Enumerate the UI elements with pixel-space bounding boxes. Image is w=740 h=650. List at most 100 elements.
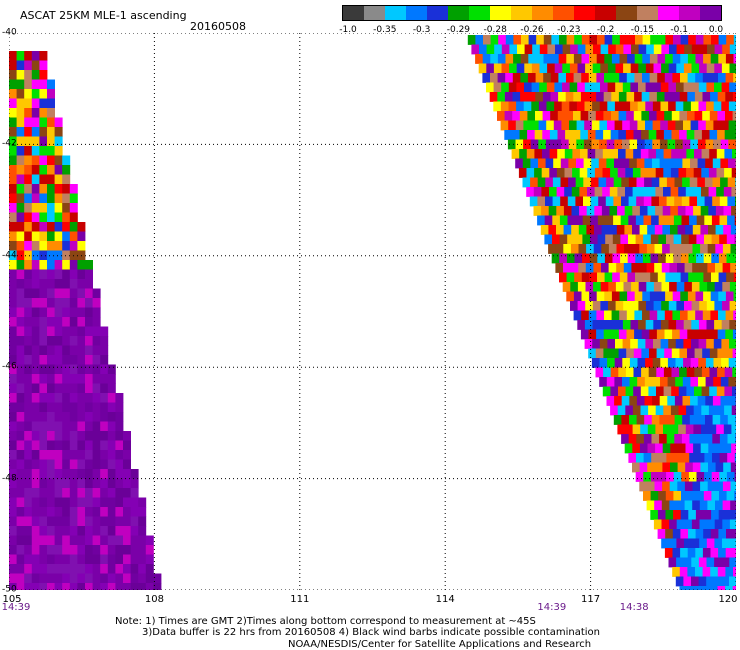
swath-cell bbox=[24, 336, 33, 346]
swath-cell bbox=[85, 345, 93, 356]
swath-cell bbox=[719, 453, 728, 463]
swath-cell bbox=[646, 481, 655, 492]
swath-cell bbox=[660, 377, 668, 387]
swath-cell bbox=[611, 73, 620, 83]
swath-cell bbox=[47, 203, 55, 213]
swath-cell bbox=[123, 478, 131, 489]
swath-cell bbox=[680, 529, 689, 539]
swath-cell bbox=[652, 377, 661, 387]
swath-cell bbox=[716, 386, 725, 397]
swath-cell bbox=[707, 263, 716, 273]
swath-cell bbox=[615, 301, 624, 311]
swath-cell bbox=[691, 557, 700, 568]
swath-cell bbox=[648, 130, 657, 140]
swath-cell bbox=[85, 374, 93, 384]
swath-cell bbox=[669, 244, 678, 254]
swath-cell bbox=[599, 339, 608, 349]
swath-cell bbox=[722, 282, 731, 292]
swath-cell bbox=[658, 215, 667, 226]
swath-cell bbox=[654, 244, 663, 254]
colorbar-swatch bbox=[427, 6, 448, 20]
swath-cell bbox=[39, 250, 48, 261]
swath-cell bbox=[541, 187, 550, 197]
swath-cell bbox=[728, 377, 736, 387]
swath-cell bbox=[644, 377, 653, 387]
swath-cell bbox=[612, 272, 621, 283]
swath-cell bbox=[16, 317, 25, 327]
swath-cell bbox=[31, 51, 40, 61]
swath-cell bbox=[606, 396, 615, 406]
swath-cell bbox=[69, 393, 78, 403]
swath-cell bbox=[692, 263, 701, 273]
swath-cell bbox=[520, 92, 529, 102]
swath-cell bbox=[638, 320, 647, 330]
swath-cell bbox=[31, 545, 40, 555]
swath-cell bbox=[682, 139, 691, 150]
swath-cell bbox=[24, 212, 33, 223]
swath-cell bbox=[100, 459, 109, 470]
swath-cell bbox=[515, 120, 524, 131]
swath-cell bbox=[24, 488, 33, 498]
swath-cell bbox=[519, 111, 528, 121]
swath-cell bbox=[714, 301, 723, 311]
swath-cell bbox=[24, 469, 33, 479]
swath-cell bbox=[719, 196, 728, 207]
swath-cell bbox=[600, 44, 609, 55]
swath-cell bbox=[703, 529, 712, 539]
swath-cell bbox=[569, 63, 578, 74]
swath-cell bbox=[546, 101, 555, 112]
swath-cell bbox=[587, 149, 596, 159]
swath-cell bbox=[69, 440, 78, 451]
swath-cell bbox=[39, 440, 48, 451]
swath-cell bbox=[62, 364, 71, 375]
swath-cell bbox=[673, 35, 681, 45]
swath-cell bbox=[656, 329, 665, 340]
swath-cell bbox=[24, 345, 33, 356]
swath-cell bbox=[138, 526, 147, 536]
swath-cell bbox=[16, 507, 25, 517]
swath-cell bbox=[692, 244, 701, 254]
swath-cell bbox=[85, 279, 93, 289]
swath-cell bbox=[130, 526, 139, 536]
swath-cell bbox=[47, 165, 55, 175]
swath-cell bbox=[728, 101, 736, 112]
swath-cell bbox=[677, 206, 686, 216]
swath-cell bbox=[681, 215, 690, 226]
swath-cell bbox=[570, 263, 579, 273]
swath-cell bbox=[678, 149, 687, 159]
swath-cell bbox=[493, 63, 502, 74]
swath-cell bbox=[535, 54, 544, 64]
latitude-label: -46 bbox=[2, 361, 17, 372]
swath-cell bbox=[47, 545, 55, 555]
swath-cell bbox=[39, 469, 48, 479]
swath-cell bbox=[92, 450, 101, 460]
swath-cell bbox=[39, 98, 48, 109]
swath-cell bbox=[610, 367, 619, 378]
swath-cell bbox=[107, 516, 116, 527]
swath-cell bbox=[719, 234, 728, 245]
swath-cell bbox=[54, 117, 63, 128]
colorbar-swatch bbox=[679, 6, 700, 20]
swath-cell bbox=[500, 101, 509, 112]
swath-cell bbox=[47, 440, 55, 451]
swath-cell bbox=[655, 187, 664, 197]
swath-cell bbox=[730, 462, 736, 473]
swath-cell bbox=[649, 73, 658, 83]
swath-cell bbox=[651, 196, 660, 207]
swath-cell bbox=[85, 355, 93, 365]
swath-cell bbox=[624, 206, 633, 216]
swath-cell bbox=[665, 510, 674, 520]
swath-cell bbox=[574, 234, 583, 245]
swath-cell bbox=[665, 253, 674, 264]
swath-cell bbox=[713, 377, 722, 387]
swath-cell bbox=[54, 583, 63, 590]
swath-cell bbox=[92, 545, 101, 555]
swath-cell bbox=[584, 320, 593, 330]
swath-cell bbox=[39, 317, 48, 327]
swath-cell bbox=[658, 253, 667, 264]
swath-cell bbox=[526, 149, 535, 159]
swath-cell bbox=[62, 554, 71, 565]
swath-cell bbox=[723, 225, 732, 235]
swath-cell bbox=[568, 158, 577, 169]
swath-cell bbox=[677, 481, 686, 492]
